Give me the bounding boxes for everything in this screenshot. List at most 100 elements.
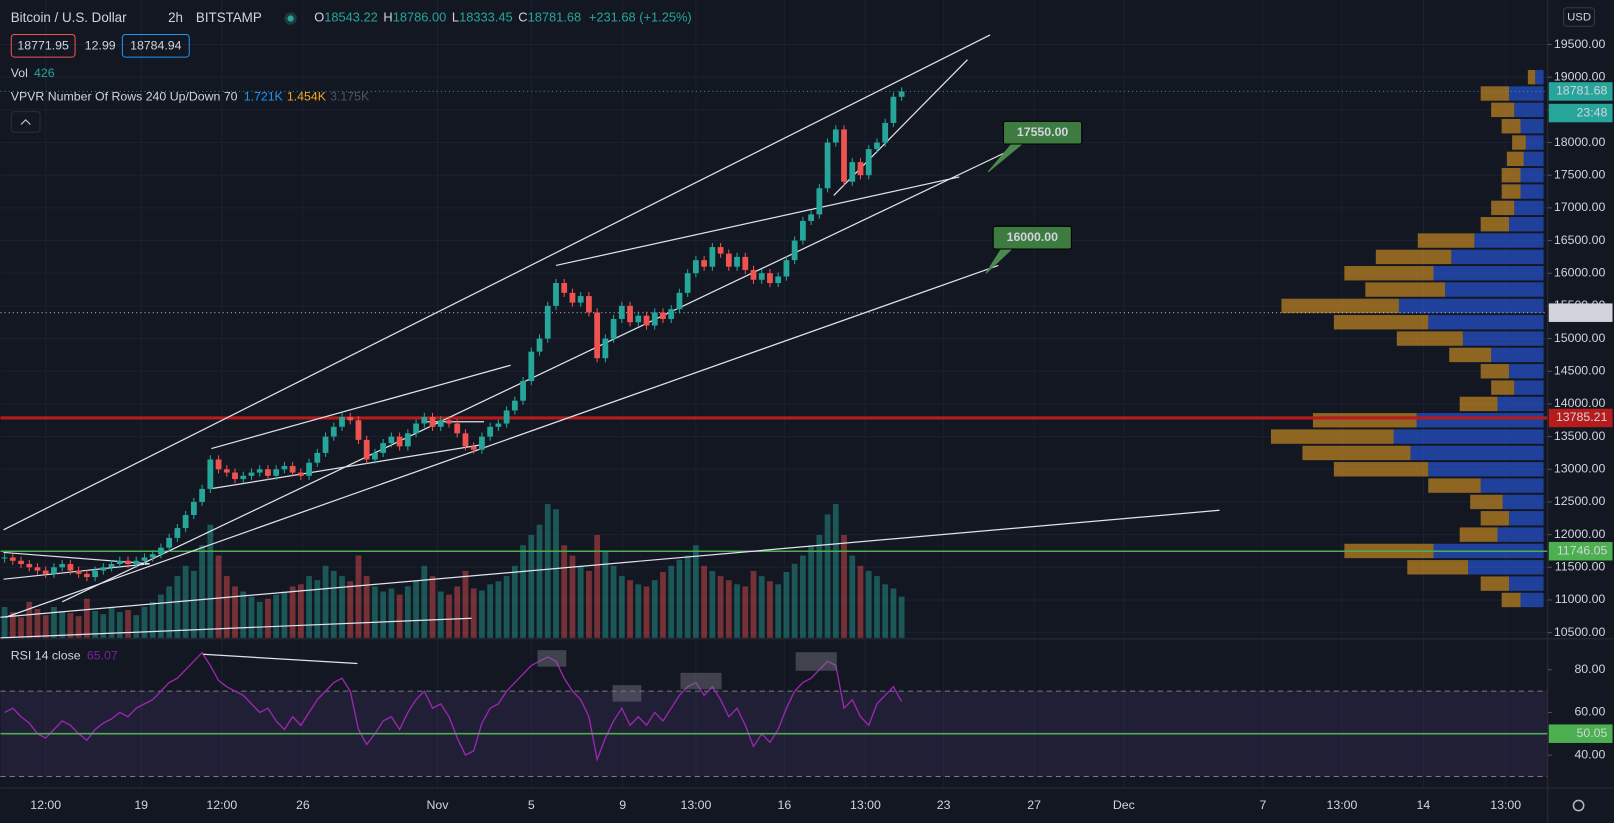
volume-bar <box>388 588 395 638</box>
volume-bar <box>643 586 650 638</box>
candle-body <box>668 309 675 319</box>
trend-line[interactable] <box>211 443 485 490</box>
volume-bar <box>421 565 428 638</box>
candle-body <box>775 276 782 284</box>
candle-body <box>594 312 601 359</box>
vpvr-down <box>1491 380 1515 395</box>
volume-bar <box>248 596 255 638</box>
vpvr-up <box>1502 494 1544 510</box>
vpvr-down <box>1270 429 1394 444</box>
bid-box[interactable] <box>10 33 76 58</box>
volume-bar <box>841 534 847 638</box>
vpvr-up <box>1508 576 1544 591</box>
candle-body <box>182 515 189 529</box>
trend-line[interactable] <box>5 264 999 618</box>
highlight-box[interactable] <box>795 652 837 671</box>
trend-line[interactable] <box>0 617 472 639</box>
currency-button[interactable] <box>1563 7 1596 27</box>
trend-line[interactable] <box>0 509 1220 618</box>
x-tick-label: 19 <box>134 798 148 812</box>
volume-bar <box>857 565 864 638</box>
candle-body <box>158 547 164 555</box>
volume-bar <box>767 581 773 638</box>
ask[interactable]: 18784.94 <box>130 39 182 53</box>
candle-body <box>322 436 329 453</box>
vpvr-up <box>1445 282 1544 297</box>
volume-bar <box>791 563 798 638</box>
volume-bar <box>800 555 806 638</box>
vpvr-down <box>1527 69 1536 85</box>
volume-bars <box>1 504 905 638</box>
callouts: 17550.00 16000.00 <box>985 120 1083 274</box>
x-tick-label: 13:00 <box>1490 798 1521 812</box>
interval[interactable]: 2h <box>168 10 183 25</box>
rsi-legend: RSI 14 close 65.07 <box>11 649 118 663</box>
y-tick-label: 12500.00 <box>1554 494 1606 508</box>
candle-body <box>248 472 255 476</box>
volume-bar <box>610 565 617 638</box>
vpvr-down <box>1417 233 1475 248</box>
highlight-box[interactable] <box>612 685 642 702</box>
candle-body <box>42 570 49 574</box>
vpvr-up <box>1508 86 1544 101</box>
candle-body <box>297 472 304 476</box>
candle-body <box>116 560 123 565</box>
vpvr-up <box>1433 266 1544 281</box>
volume-bar <box>849 555 856 638</box>
candle-body <box>750 269 757 280</box>
candle-body <box>586 296 592 313</box>
highlight-box[interactable] <box>680 672 722 690</box>
collapse-button[interactable] <box>10 111 41 133</box>
candle-body <box>701 260 708 267</box>
candle-body <box>816 188 823 215</box>
volume-bar <box>1 606 8 638</box>
settings-icon[interactable] <box>1572 799 1585 812</box>
price-label: 13785.21 <box>1556 410 1608 424</box>
y-tick-label: 15000.00 <box>1554 331 1606 345</box>
vpvr-down <box>1396 331 1463 346</box>
volume-bar <box>83 598 90 638</box>
volume-bar <box>734 584 740 638</box>
volume-bar <box>190 570 197 638</box>
volume-bar <box>265 598 271 638</box>
candle-body <box>273 469 280 476</box>
volume-bar <box>520 545 526 638</box>
trend-line[interactable] <box>211 364 511 450</box>
ohlc-value: 18786.00 <box>393 10 447 25</box>
price-label-box <box>1548 408 1613 428</box>
volume-bar <box>92 611 98 638</box>
trend-line[interactable] <box>3 34 991 531</box>
highlight-box[interactable] <box>537 650 567 667</box>
y-tick-label: 19500.00 <box>1554 37 1606 51</box>
candle-body <box>684 273 691 293</box>
vpvr-down <box>1344 266 1434 281</box>
currency[interactable]: USD <box>1567 11 1591 23</box>
callout-box <box>1002 120 1083 145</box>
trend-line[interactable] <box>555 176 960 267</box>
trend-line[interactable] <box>61 145 1020 603</box>
bid[interactable]: 18771.95 <box>17 39 69 53</box>
vpvr-down <box>1501 118 1521 134</box>
vpvr-down <box>1459 527 1498 542</box>
candle-body <box>446 420 452 424</box>
volume-bar <box>660 571 666 638</box>
y-tick-label: 17000.00 <box>1554 200 1606 214</box>
vpvr-up <box>1428 462 1544 477</box>
volume-bar <box>816 534 823 638</box>
volume-bar <box>215 555 222 638</box>
candle-body <box>149 554 156 558</box>
symbol[interactable]: Bitcoin / U.S. Dollar <box>11 10 127 25</box>
trend-line[interactable] <box>203 653 358 665</box>
volume-bar <box>133 615 140 638</box>
exchange[interactable]: BITSTAMP <box>196 10 262 25</box>
ask-box[interactable] <box>121 33 190 58</box>
y-tick-label: 16500.00 <box>1554 233 1606 247</box>
price-label: 15396.34 <box>1556 305 1608 319</box>
ohlc-value: 18333.45 <box>459 10 513 25</box>
volume-bar <box>668 565 675 638</box>
vpvr-up <box>1520 184 1544 199</box>
trend-line[interactable] <box>833 59 968 196</box>
volume-bar <box>51 606 57 638</box>
volume-bar <box>232 586 238 638</box>
